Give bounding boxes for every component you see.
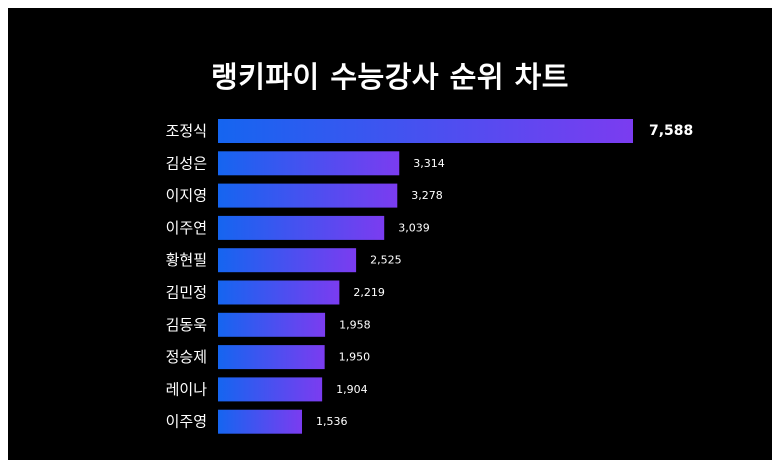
bar [218,377,323,402]
bar [218,119,633,143]
bar [218,280,340,305]
category-label: 김동욱 [166,316,207,334]
category-label: 조정식 [166,122,207,140]
category-label: 이지영 [166,187,207,205]
value-label: 3,314 [413,157,445,170]
value-label: 1,904 [336,383,368,396]
category-label: 황현필 [166,251,207,269]
category-label: 이주연 [166,219,207,237]
category-label: 레이나 [166,380,208,398]
value-label: 1,950 [339,351,371,364]
category-label: 김성은 [166,154,207,172]
bar [218,248,357,273]
value-label: 2,219 [353,286,385,299]
bar-chart: 조정식 7,588 김성은 3,314 이지영 3,278 이주연 3,039 황현필 2,525… [166,119,693,434]
category-label: 김민정 [166,284,207,302]
bar [218,151,400,176]
value-label: 1,536 [316,415,348,428]
bar [218,409,303,434]
bar [218,183,398,208]
value-label: 1,958 [339,318,371,331]
value-label: 2,525 [370,254,402,267]
category-label: 정승제 [166,348,207,366]
value-label: 3,278 [411,189,443,202]
value-label: 7,588 [649,123,693,139]
chart-title: 랭키파이 수능강사 순위 차트 [211,60,569,94]
value-label: 3,039 [398,221,430,234]
bar [218,215,385,240]
bar [218,312,326,337]
category-label: 이주영 [166,413,207,431]
chart-panel: 랭키파이 수능강사 순위 차트 조정식 7,588 김성은 3,314 이지영 3,278… [8,8,772,460]
bar [218,345,325,370]
